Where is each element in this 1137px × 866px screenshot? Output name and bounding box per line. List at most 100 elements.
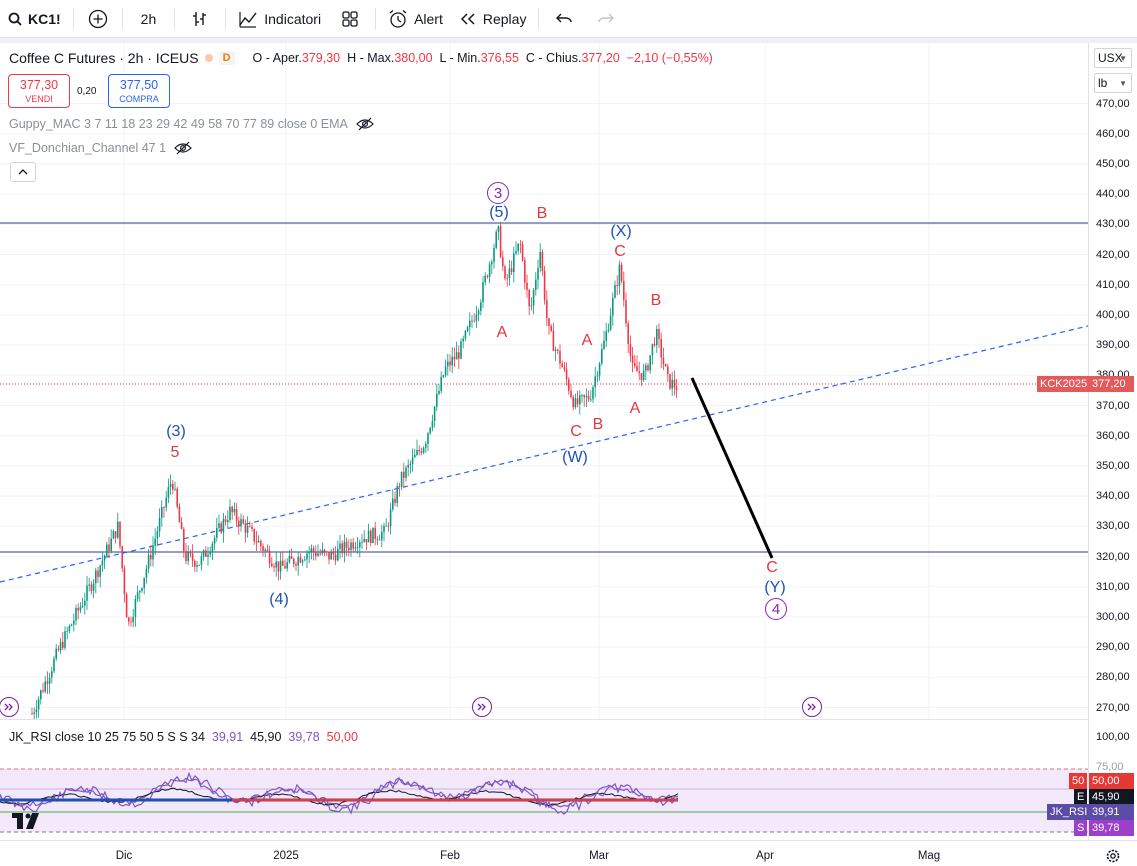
chart-title[interactable]: Coffee C Futures · 2h · ICEUS bbox=[9, 50, 199, 66]
eye-hidden-icon[interactable] bbox=[356, 117, 374, 131]
candle-body bbox=[356, 547, 359, 549]
candle-body bbox=[165, 497, 167, 508]
undo-button[interactable] bbox=[543, 0, 585, 38]
event-marker-icon[interactable] bbox=[0, 697, 19, 717]
price-scale[interactable] bbox=[1088, 43, 1137, 840]
price-tick: 270,00 bbox=[1096, 701, 1130, 714]
alert-button[interactable]: Alert bbox=[380, 0, 451, 38]
candle-body bbox=[398, 486, 401, 487]
interval-button[interactable]: 2h bbox=[127, 0, 171, 38]
alarm-clock-icon bbox=[389, 9, 407, 28]
candle-body bbox=[95, 570, 97, 584]
candle-body bbox=[550, 325, 552, 331]
rsi-canvas[interactable] bbox=[0, 720, 1088, 840]
candle-body bbox=[251, 526, 253, 529]
ohlc-values: O - Aper.379,30 H - Max.380,00 L - Min.3… bbox=[253, 51, 713, 65]
price-tick: 350,00 bbox=[1096, 459, 1130, 472]
wave-label-x-paren[interactable]: (X) bbox=[610, 223, 632, 240]
replay-button[interactable]: Replay bbox=[451, 0, 535, 38]
candle-body bbox=[499, 226, 502, 258]
candle-body bbox=[315, 552, 317, 556]
chart-type-button[interactable] bbox=[179, 0, 221, 38]
wave-label-circle-4[interactable]: 4 bbox=[765, 598, 787, 620]
candle-body bbox=[640, 373, 643, 381]
currency-selector[interactable]: USX ▼ bbox=[1094, 48, 1132, 68]
candle-body bbox=[607, 329, 610, 332]
candle-body bbox=[451, 356, 453, 366]
wave-label-b[interactable]: B bbox=[592, 416, 604, 433]
price-chart-canvas[interactable] bbox=[0, 43, 1088, 719]
event-marker-icon[interactable] bbox=[802, 697, 822, 717]
alert-label: Alert bbox=[414, 10, 443, 27]
candle-body bbox=[260, 541, 262, 546]
candle-body bbox=[222, 519, 225, 533]
indicator-guppy-row[interactable]: Guppy_MAC 3 7 11 18 23 29 42 49 58 70 77… bbox=[9, 117, 374, 131]
candle-body bbox=[218, 523, 220, 528]
buy-label: COMPRA bbox=[119, 94, 159, 104]
wave-label-5[interactable]: 5 bbox=[170, 444, 180, 461]
symbol-search-button[interactable]: KC1! bbox=[0, 0, 69, 38]
projection-line[interactable] bbox=[690, 377, 774, 559]
last-price-tag: 377,20 bbox=[1089, 376, 1134, 392]
bars-chart-icon bbox=[193, 11, 207, 26]
indicators-button[interactable]: Indicatori bbox=[230, 0, 329, 38]
wave-label-a[interactable]: A bbox=[581, 332, 593, 349]
delayed-data-badge[interactable]: D bbox=[218, 51, 235, 65]
wave-label-5-paren[interactable]: (5) bbox=[489, 204, 509, 221]
candle-body bbox=[286, 562, 288, 569]
candle-body bbox=[99, 565, 101, 577]
toolbar-separator-strip bbox=[0, 38, 1137, 43]
wave-label-3-paren[interactable]: (3) bbox=[166, 423, 186, 440]
candle-body bbox=[328, 551, 330, 560]
candle-body bbox=[517, 243, 519, 252]
candle-body bbox=[53, 658, 55, 672]
tradingview-logo-icon[interactable] bbox=[12, 813, 42, 829]
rsi-pane[interactable] bbox=[0, 719, 1088, 840]
candle-body bbox=[238, 520, 240, 527]
event-marker-icon[interactable] bbox=[472, 697, 492, 717]
wave-label-w-paren[interactable]: (W) bbox=[562, 449, 588, 466]
price-tick: 440,00 bbox=[1096, 188, 1130, 201]
candle-body bbox=[205, 550, 207, 557]
wave-label-a[interactable]: A bbox=[629, 400, 641, 417]
gear-icon[interactable] bbox=[1105, 848, 1121, 864]
unit-selector[interactable]: lb ▼ bbox=[1094, 73, 1132, 93]
candle-body bbox=[262, 545, 264, 551]
candle-body bbox=[400, 471, 403, 487]
candle-body bbox=[442, 375, 445, 377]
time-scale[interactable] bbox=[0, 840, 1137, 866]
toolbar-divider bbox=[225, 7, 227, 30]
redo-button[interactable] bbox=[585, 0, 627, 38]
candle-body bbox=[337, 548, 339, 561]
trendline-dashed[interactable] bbox=[0, 325, 1088, 583]
wave-label-c[interactable]: C bbox=[766, 559, 778, 576]
collapse-indicators-button[interactable] bbox=[10, 162, 36, 182]
wave-label-a[interactable]: A bbox=[496, 324, 508, 341]
candle-body bbox=[568, 379, 570, 391]
indicator-donchian-row[interactable]: VF_Donchian_Channel 47 1 bbox=[9, 141, 192, 155]
candle-body bbox=[295, 564, 297, 566]
wave-label-c[interactable]: C bbox=[614, 243, 626, 260]
candle-body bbox=[86, 585, 88, 601]
sell-button[interactable]: 377,30 VENDI bbox=[8, 74, 70, 108]
candle-body bbox=[51, 671, 53, 678]
candle-body bbox=[570, 390, 572, 398]
wave-label-y-paren[interactable]: (Y) bbox=[764, 579, 786, 596]
wave-label-4-paren[interactable]: (4) bbox=[269, 591, 289, 608]
wave-label-b[interactable]: B bbox=[536, 205, 548, 222]
wave-label-circle-3[interactable]: 3 bbox=[487, 182, 509, 204]
eye-hidden-icon[interactable] bbox=[174, 141, 192, 155]
templates-button[interactable] bbox=[329, 0, 371, 38]
price-chart-pane[interactable] bbox=[0, 43, 1088, 719]
wave-label-c[interactable]: C bbox=[570, 423, 582, 440]
compare-symbol-button[interactable] bbox=[78, 0, 118, 38]
candle-body bbox=[486, 275, 489, 277]
buy-button[interactable]: 377,50 COMPRA bbox=[108, 74, 170, 108]
candle-body bbox=[90, 584, 93, 591]
wave-label-b[interactable]: B bbox=[650, 292, 662, 309]
candle-body bbox=[163, 506, 165, 508]
rsi-legend[interactable]: JK_RSI close 10 25 75 50 5 S S 34 39,91 … bbox=[9, 730, 358, 744]
toolbar-divider bbox=[174, 7, 176, 30]
candle-body bbox=[587, 395, 590, 400]
candle-body bbox=[108, 544, 110, 551]
